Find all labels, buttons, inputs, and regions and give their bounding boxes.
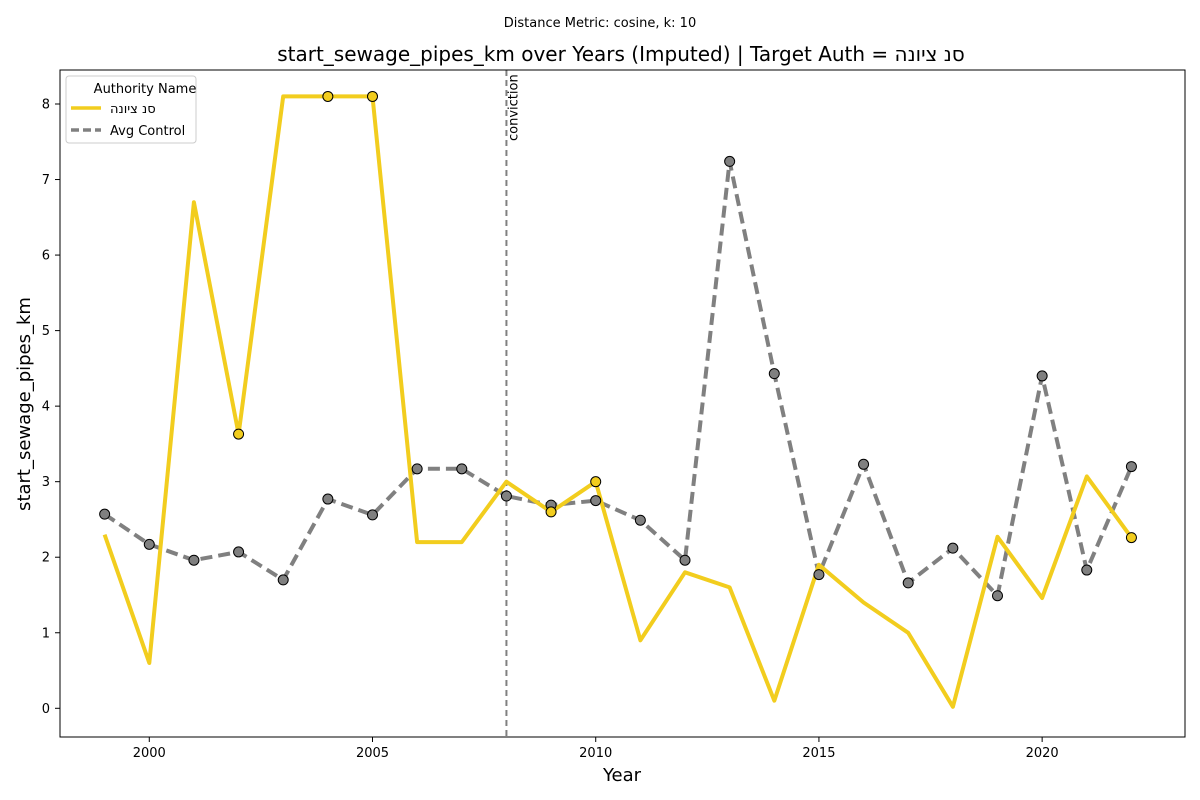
y-tick-label: 1 — [42, 626, 50, 641]
conviction-label: conviction — [506, 74, 521, 141]
legend-label-control: Avg Control — [110, 124, 185, 139]
data-point-target — [1125, 532, 1137, 544]
plot-area: 2000 2005 2010 2015 2020 0 1 2 3 4 5 6 7 8 conviction — [42, 70, 1137, 761]
data-point-control — [456, 463, 468, 475]
x-tick-label: 2015 — [802, 746, 835, 761]
data-point-target — [367, 90, 378, 102]
x-axis-label: Year — [602, 765, 642, 786]
data-point-control — [1081, 564, 1093, 576]
data-point-control — [1125, 461, 1137, 473]
y-axis-label: start_sewage_pipes_km — [14, 297, 35, 511]
plot-frame — [59, 69, 1186, 738]
y-tick-label: 4 — [42, 400, 50, 415]
data-point-control — [277, 574, 289, 586]
data-point-control — [634, 514, 646, 526]
y-tick-label: 2 — [42, 551, 50, 566]
x-tick-label: 2020 — [1026, 746, 1059, 761]
data-point-control — [367, 509, 378, 521]
legend-box — [65, 75, 197, 144]
chart-suptitle: Distance Metric: cosine, k: 10 — [504, 16, 696, 31]
y-tick-label: 0 — [42, 702, 50, 717]
data-point-control — [679, 554, 691, 566]
data-point-target — [233, 428, 245, 440]
data-point-target — [590, 476, 602, 488]
data-point-control — [411, 463, 423, 475]
data-point-control — [143, 538, 155, 550]
data-point-control — [99, 508, 111, 520]
legend: Authority Name סנ ציונה Avg Control — [65, 75, 197, 144]
x-tick-label: 2000 — [133, 746, 166, 761]
data-point-control — [1036, 370, 1048, 382]
data-point-target — [322, 90, 334, 102]
y-tick-label: 6 — [42, 249, 50, 264]
series-line-target — [102, 94, 1134, 709]
data-point-control — [902, 577, 914, 589]
data-point-control — [590, 495, 602, 507]
data-point-control — [813, 569, 825, 581]
data-point-control — [188, 554, 200, 566]
legend-title: Authority Name — [94, 82, 197, 97]
y-tick-label: 8 — [42, 97, 50, 112]
series-line-control — [103, 159, 1134, 598]
data-point-target — [545, 506, 557, 518]
data-point-control — [768, 368, 780, 380]
data-point-control — [947, 542, 959, 554]
x-tick-label: 2005 — [356, 746, 389, 761]
data-point-control — [500, 490, 512, 502]
y-tick-label: 3 — [42, 475, 50, 490]
legend-label-target: סנ ציונה — [110, 102, 156, 117]
y-tick-label: 7 — [42, 173, 50, 188]
y-tick-label: 5 — [42, 324, 50, 339]
data-point-control — [322, 493, 334, 505]
data-point-control — [233, 546, 245, 558]
data-point-control — [858, 458, 870, 470]
chart-title: start_sewage_pipes_km over Years (Impute… — [277, 42, 965, 66]
x-tick-label: 2010 — [579, 746, 612, 761]
data-point-control — [724, 155, 736, 167]
data-point-control — [992, 590, 1003, 602]
